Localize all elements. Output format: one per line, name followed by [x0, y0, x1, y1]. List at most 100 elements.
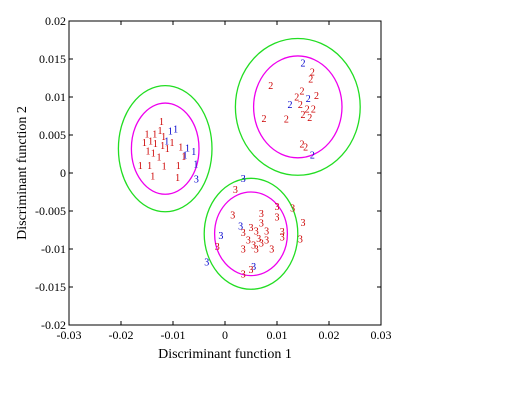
point-class-1: 1	[158, 126, 163, 137]
point-class-3: 3	[194, 175, 199, 186]
point-class-1: 1	[147, 161, 152, 172]
point-class-1: 1	[151, 149, 156, 160]
point-class-2: 2	[314, 91, 319, 102]
y-tick-label: -0.015	[35, 280, 66, 294]
point-class-3: 3	[264, 226, 269, 237]
point-class-3: 3	[238, 222, 243, 233]
point-class-1: 1	[173, 124, 178, 135]
point-class-3: 3	[249, 223, 254, 234]
x-tick-label: -0.01	[161, 328, 186, 342]
point-class-3: 3	[259, 219, 264, 230]
point-class-3: 3	[275, 202, 280, 213]
point-class-1: 1	[159, 117, 164, 128]
point-class-2: 2	[298, 100, 303, 111]
point-class-3: 3	[233, 185, 238, 196]
point-class-1: 1	[193, 159, 198, 170]
point-class-2: 2	[299, 86, 304, 97]
point-class-3: 3	[259, 209, 264, 220]
point-class-1: 1	[175, 173, 180, 184]
point-class-1: 1	[176, 161, 181, 172]
point-class-2: 2	[284, 115, 289, 126]
point-class-2: 2	[301, 58, 306, 69]
point-class-3: 3	[241, 245, 246, 256]
outer-ellipse-3	[203, 177, 299, 290]
point-class-3: 3	[259, 238, 264, 249]
x-tick-label: 0.02	[319, 328, 340, 342]
point-class-3: 3	[254, 226, 259, 237]
point-class-3: 3	[275, 213, 280, 224]
point-class-1: 1	[178, 143, 183, 154]
point-class-1: 1	[162, 162, 167, 173]
point-class-3: 3	[269, 245, 274, 256]
point-class-3: 3	[251, 262, 256, 273]
point-class-1: 1	[168, 127, 173, 138]
y-tick-label: 0.005	[39, 128, 66, 142]
point-class-1: 1	[160, 141, 165, 152]
axis-ticks: -0.03 -0.02 -0.01 0 0.01 0.02 0.03 0.02 0.015 0.0…	[35, 14, 392, 342]
y-tick-label: -0.01	[41, 242, 66, 256]
x-tick-label: -0.02	[109, 328, 134, 342]
point-class-1: 1	[185, 143, 190, 154]
y-tick-label: 0.015	[39, 52, 66, 66]
point-class-1: 1	[169, 138, 174, 149]
y-tick-label: 0.02	[45, 14, 66, 28]
point-class-3: 3	[256, 234, 261, 245]
point-class-1: 1	[152, 130, 157, 141]
y-tick-label: 0	[60, 166, 66, 180]
confidence-ellipses	[117, 37, 361, 290]
point-class-2: 2	[288, 100, 293, 111]
point-class-1: 1	[138, 161, 143, 172]
point-class-3: 3	[241, 174, 246, 185]
point-class-3: 3	[251, 241, 256, 252]
point-class-2: 2	[306, 94, 311, 105]
inner-ellipse-2	[252, 55, 343, 159]
point-class-1: 1	[182, 150, 187, 161]
point-class-2: 2	[308, 74, 313, 85]
point-class-3: 3	[280, 232, 285, 243]
point-class-2: 2	[307, 113, 312, 124]
point-class-1: 1	[153, 139, 158, 150]
point-class-2: 2	[305, 105, 310, 116]
point-class-1: 1	[142, 138, 147, 149]
x-tick-label: 0.01	[267, 328, 288, 342]
point-class-3: 3	[301, 218, 306, 229]
y-tick-label: 0.01	[45, 90, 66, 104]
point-class-1: 1	[145, 130, 150, 141]
point-class-1: 1	[165, 144, 170, 155]
x-tick-label: -0.03	[57, 328, 82, 342]
point-class-3: 3	[280, 227, 285, 238]
y-axis-label: Discriminant function 2	[15, 106, 30, 240]
point-class-3: 3	[264, 235, 269, 246]
point-class-3: 3	[241, 228, 246, 239]
point-class-3: 3	[290, 203, 295, 214]
point-class-1: 1	[156, 153, 161, 164]
point-class-3: 3	[215, 242, 220, 253]
point-class-1: 1	[148, 137, 153, 148]
point-class-2: 2	[311, 105, 316, 116]
inner-ellipse-3	[213, 191, 289, 277]
point-class-2: 2	[301, 110, 306, 121]
x-tick-label: 0	[222, 328, 228, 342]
point-class-1: 1	[191, 147, 196, 158]
point-class-3: 3	[298, 235, 303, 246]
point-class-3: 3	[249, 265, 254, 276]
point-class-1: 1	[146, 146, 151, 157]
point-class-3: 3	[218, 231, 223, 242]
outer-ellipse-1	[117, 84, 213, 213]
x-tick-label: 0.03	[371, 328, 392, 342]
point-class-1: 1	[161, 132, 166, 143]
point-class-3: 3	[246, 235, 251, 246]
point-class-1: 1	[181, 152, 186, 163]
point-class-2: 2	[299, 140, 304, 151]
outer-ellipse-2	[234, 37, 361, 176]
point-class-3: 3	[254, 245, 259, 256]
point-class-2: 2	[262, 114, 267, 125]
point-class-2: 2	[310, 150, 315, 161]
inner-ellipse-1	[130, 102, 200, 195]
point-class-1: 1	[164, 137, 169, 148]
point-class-1: 1	[150, 172, 155, 183]
point-class-2: 2	[268, 81, 273, 92]
point-class-3: 3	[230, 210, 235, 221]
